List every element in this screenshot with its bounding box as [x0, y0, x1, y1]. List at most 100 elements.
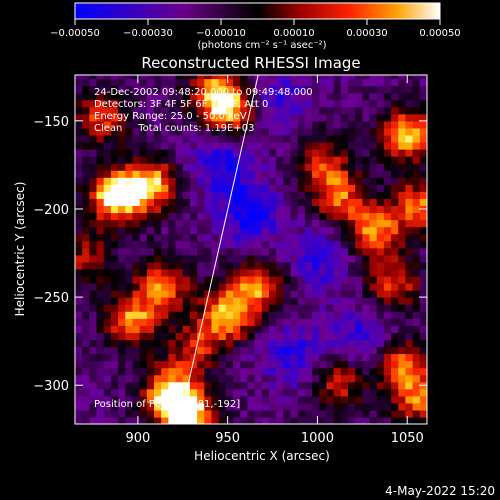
- heatmap-cell: [376, 353, 385, 362]
- heatmap-cell: [297, 141, 306, 150]
- heatmap-cell: [197, 381, 205, 390]
- heatmap-cell: [154, 388, 162, 397]
- heatmap-cell: [118, 304, 126, 312]
- heatmap-cell: [189, 360, 198, 369]
- heatmap-cell: [175, 156, 184, 164]
- heatmap-cell: [175, 78, 184, 87]
- heatmap-cell: [240, 177, 249, 185]
- heatmap-cell: [218, 388, 227, 397]
- heatmap-cell: [340, 282, 349, 291]
- heatmap-cell: [333, 184, 342, 192]
- heatmap-cell: [218, 184, 227, 192]
- heatmap-cell: [218, 149, 227, 157]
- heatmap-cell: [247, 177, 256, 185]
- heatmap-cell: [132, 99, 141, 108]
- heatmap-cell: [261, 85, 270, 94]
- heatmap-cell: [405, 78, 414, 87]
- heatmap-cell: [283, 113, 292, 122]
- heatmap-cell: [333, 409, 342, 418]
- heatmap-cell: [283, 120, 292, 129]
- heatmap-cell: [376, 290, 385, 298]
- heatmap-cell: [369, 261, 378, 270]
- heatmap-cell: [132, 304, 141, 312]
- heatmap-cell: [211, 219, 220, 228]
- heatmap-cell: [204, 156, 213, 164]
- heatmap-cell: [326, 219, 335, 228]
- heatmap-cell: [211, 205, 220, 214]
- heatmap-cell: [132, 85, 141, 94]
- heatmap-cell: [412, 353, 421, 362]
- heatmap-cell: [268, 409, 277, 418]
- heatmap-cell: [254, 388, 263, 397]
- heatmap-cell: [118, 219, 126, 228]
- heatmap-cell: [175, 402, 184, 411]
- heatmap-cell: [290, 311, 299, 319]
- heatmap-cell: [125, 311, 134, 319]
- heatmap-cell: [355, 409, 363, 418]
- heatmap-cell: [340, 290, 349, 298]
- heatmap-cell: [276, 374, 284, 383]
- heatmap-cell: [340, 416, 349, 424]
- heatmap-cell: [383, 311, 392, 319]
- heatmap-cell: [398, 416, 407, 424]
- heatmap-cell: [319, 409, 328, 418]
- heatmap-cell: [197, 268, 205, 277]
- heatmap-cell: [419, 339, 427, 348]
- heatmap-cell: [412, 290, 421, 298]
- footer-timestamp: 4-May-2022 15:20: [385, 484, 495, 498]
- colorbar-tick-label: 0.00010: [273, 28, 314, 39]
- heatmap-cell: [362, 395, 371, 404]
- heatmap-cell: [161, 318, 169, 326]
- heatmap-cell: [125, 367, 134, 376]
- heatmap-cell: [254, 367, 263, 376]
- chart-title: Reconstructed RHESSI Image: [141, 54, 360, 72]
- heatmap-cell: [146, 304, 155, 312]
- heatmap-cell: [398, 346, 407, 355]
- heatmap-cell: [254, 240, 263, 249]
- heatmap-cell: [412, 318, 421, 326]
- heatmap-cell: [340, 120, 349, 129]
- heatmap-cell: [333, 254, 342, 263]
- heatmap-cell: [154, 226, 162, 235]
- heatmap-cell: [319, 120, 328, 129]
- heatmap-cell: [405, 75, 414, 80]
- heatmap-cell: [189, 261, 198, 270]
- heatmap-cell: [82, 311, 90, 319]
- heatmap-cell: [233, 226, 241, 235]
- heatmap-cell: [110, 332, 119, 340]
- heatmap-cell: [419, 332, 427, 340]
- heatmap-cell: [362, 247, 371, 256]
- heatmap-cell: [347, 177, 356, 185]
- heatmap-cell: [268, 402, 277, 411]
- heatmap-cell: [319, 156, 328, 164]
- heatmap-cell: [290, 106, 299, 115]
- heatmap-cell: [110, 402, 119, 411]
- heatmap-cell: [161, 353, 169, 362]
- heatmap-cell: [247, 409, 256, 418]
- heatmap-cell: [125, 290, 134, 298]
- heatmap-cell: [146, 113, 155, 122]
- heatmap-cell: [225, 78, 234, 87]
- heatmap-cell: [304, 141, 313, 150]
- heatmap-cell: [419, 254, 427, 263]
- heatmap-cell: [398, 353, 407, 362]
- heatmap-cell: [333, 297, 342, 305]
- heatmap-cell: [175, 177, 184, 185]
- heatmap-cell: [132, 268, 141, 277]
- heatmap-cell: [391, 170, 399, 178]
- heatmap-cell: [412, 360, 421, 369]
- heatmap-cell: [369, 409, 378, 418]
- heatmap-cell: [161, 78, 169, 87]
- heatmap-cell: [254, 409, 263, 418]
- heatmap-cell: [211, 106, 220, 115]
- heatmap-cell: [132, 381, 141, 390]
- heatmap-cell: [304, 346, 313, 355]
- heatmap-cell: [268, 325, 277, 333]
- heatmap-cell: [362, 120, 371, 129]
- heatmap-cell: [82, 75, 90, 80]
- heatmap-cell: [110, 290, 119, 298]
- heatmap-cell: [319, 170, 328, 178]
- heatmap-cell: [96, 402, 105, 411]
- heatmap-cell: [297, 198, 306, 207]
- heatmap-cell: [103, 106, 112, 115]
